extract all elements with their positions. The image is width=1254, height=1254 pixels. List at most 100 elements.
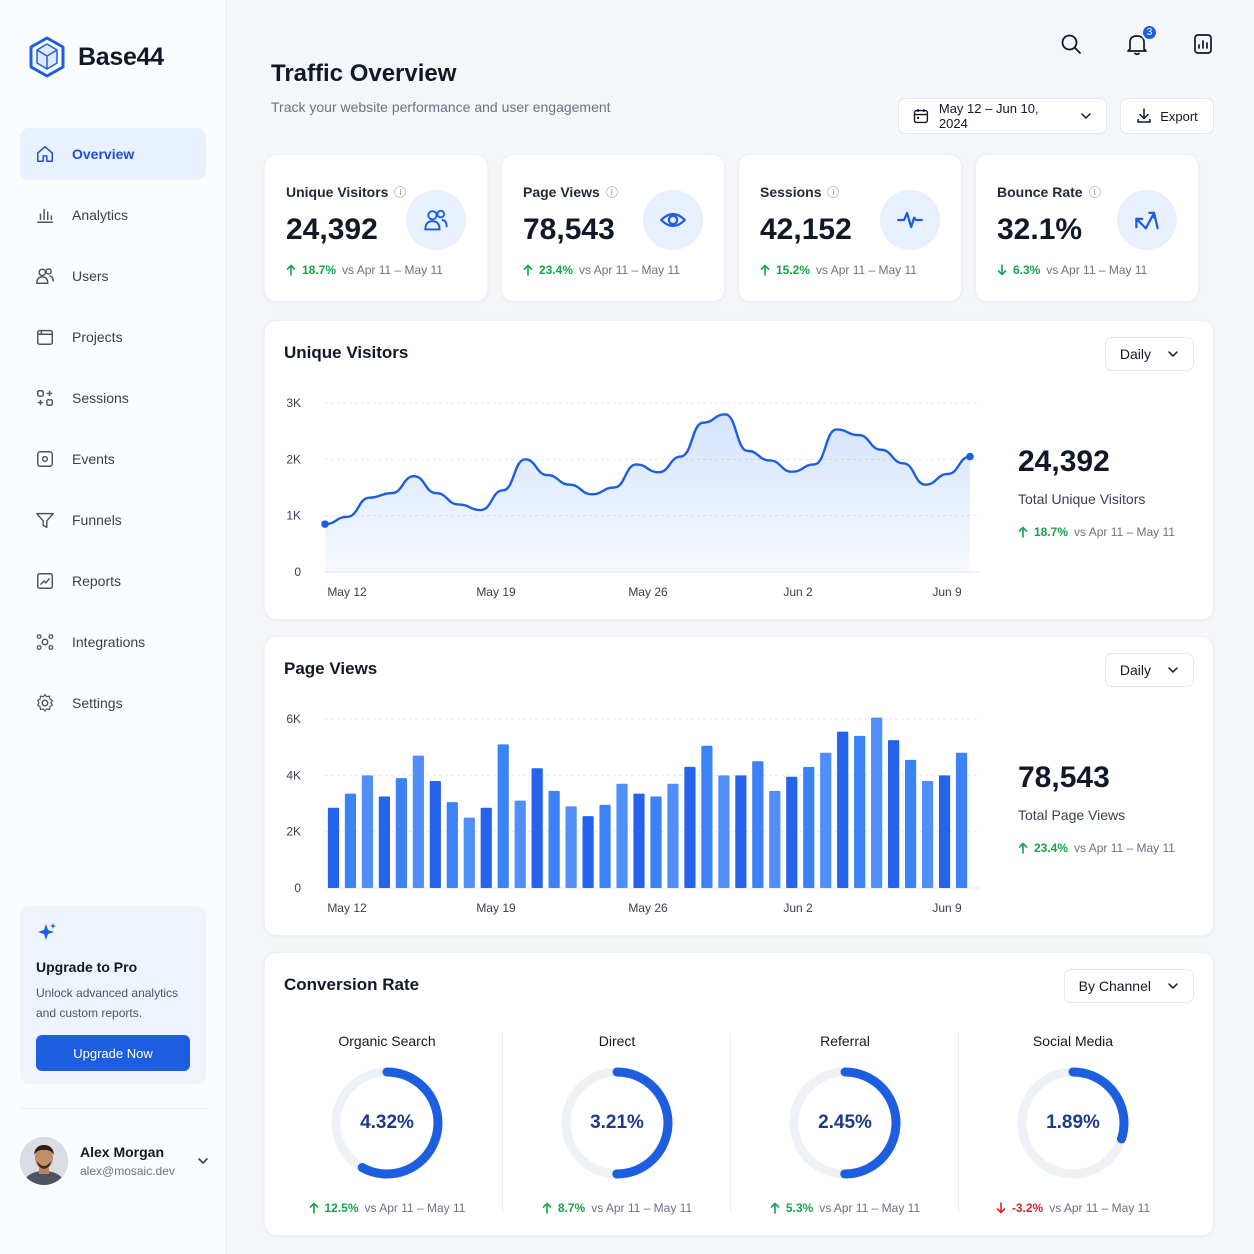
sidebar-item-events[interactable]: Events	[20, 433, 206, 485]
x-tick-label: May 19	[476, 901, 516, 915]
sidebar-item-analytics[interactable]: Analytics	[20, 189, 206, 241]
pageviews-bar[interactable]	[854, 735, 866, 888]
sidebar-item-sessions[interactable]: Sessions	[20, 372, 206, 424]
conversion-channel-organic-search[interactable]: Organic Search 4.32% 12.5% vs Apr 11 – May …	[273, 1033, 501, 1215]
pageviews-bar[interactable]	[633, 793, 645, 888]
chevron-down-icon	[1081, 113, 1091, 120]
donut-arc	[331, 1067, 443, 1179]
conversion-channel-direct[interactable]: Direct 3.21% 8.7% vs Apr 11 – May 11	[503, 1033, 731, 1215]
user-profile[interactable]: Alex Morgan alex@mosaic.dev	[20, 1108, 210, 1185]
notifications-button[interactable]: 3	[1124, 24, 1158, 58]
chevron-down-icon	[1168, 667, 1178, 674]
info-icon[interactable]: i	[827, 186, 840, 198]
sidebar-item-label: Settings	[72, 695, 123, 711]
kpi-card-page-views[interactable]: Page Views i 78,543 23.4% vs Apr 11 – May 11	[501, 154, 725, 302]
donut-arc	[561, 1067, 673, 1179]
sidebar-item-users[interactable]: Users	[20, 250, 206, 302]
pageviews-bar[interactable]	[888, 740, 900, 888]
pageviews-bar[interactable]	[718, 775, 730, 888]
x-tick-label: May 26	[628, 901, 668, 915]
pageviews-bar[interactable]	[955, 752, 968, 888]
pageviews-bar[interactable]	[548, 790, 560, 888]
pageviews-bar[interactable]	[837, 731, 849, 888]
visitors-period-select[interactable]: Daily	[1104, 337, 1194, 371]
arrow-up-icon	[542, 1202, 552, 1214]
visitors-total: 24,392	[1018, 445, 1110, 478]
pageviews-bar[interactable]	[480, 807, 492, 888]
pageviews-bar[interactable]	[514, 800, 526, 888]
pageviews-bar[interactable]	[582, 816, 594, 888]
sidebar-item-reports[interactable]: Reports	[20, 555, 206, 607]
kpi-label-text: Page Views	[523, 184, 600, 200]
conversion-channel-referral[interactable]: Referral 2.45% 5.3% vs Apr 11 – May 11	[731, 1033, 959, 1215]
gear-icon	[34, 692, 56, 714]
reports-shortcut-button[interactable]	[1190, 30, 1216, 58]
pageviews-bar[interactable]	[497, 744, 509, 888]
pageviews-bar[interactable]	[361, 775, 374, 888]
export-button[interactable]: Export	[1120, 98, 1214, 134]
pageviews-bar[interactable]	[616, 783, 628, 888]
pageviews-bar[interactable]	[412, 755, 424, 888]
chevron-down-icon[interactable]	[196, 1154, 210, 1168]
sidebar-item-funnels[interactable]: Funnels	[20, 494, 206, 546]
search-button[interactable]	[1058, 30, 1084, 58]
sessions-icon	[37, 390, 53, 406]
folder-icon	[34, 326, 56, 348]
sidebar-item-overview[interactable]: Overview	[20, 128, 206, 180]
pageviews-bar[interactable]	[463, 817, 475, 888]
kpi-card-sessions[interactable]: Sessions i 42,152 15.2% vs Apr 11 – May 11	[738, 154, 962, 302]
pageviews-bar[interactable]	[701, 745, 713, 888]
pageviews-bar[interactable]	[938, 775, 951, 888]
funnel-icon	[36, 512, 54, 528]
pageviews-bar[interactable]	[327, 807, 340, 888]
visitors-point[interactable]	[321, 520, 329, 528]
sidebar-item-label: Integrations	[72, 634, 146, 650]
upgrade-card: Upgrade to Pro Unlock advanced analytics…	[20, 906, 206, 1084]
x-tick-label: Jun 2	[783, 585, 813, 599]
pageviews-bar[interactable]	[684, 766, 696, 888]
upgrade-now-button[interactable]: Upgrade Now	[36, 1035, 190, 1071]
pageviews-bar[interactable]	[565, 806, 577, 888]
conversion-title: Conversion Rate	[284, 975, 420, 994]
pageviews-bar[interactable]	[820, 752, 832, 888]
sidebar-item-label: Events	[72, 451, 115, 467]
pageviews-bar[interactable]	[599, 804, 611, 888]
x-tick-label: Jun 2	[783, 901, 813, 915]
upgrade-description: Unlock advanced analytics and custom rep…	[36, 983, 190, 1023]
pageviews-bar[interactable]	[650, 796, 662, 888]
channel-compare: vs Apr 11 – May 11	[364, 1201, 466, 1215]
info-icon[interactable]: i	[605, 186, 618, 198]
pageviews-bar[interactable]	[871, 717, 883, 888]
channel-divider	[958, 1033, 959, 1213]
conversion-channel-social-media[interactable]: Social Media 1.89% -3.2% vs Apr 11 – May 11	[959, 1033, 1187, 1215]
pageviews-bar[interactable]	[904, 759, 917, 888]
pageviews-bar[interactable]	[752, 761, 764, 888]
brand-logo[interactable]: Base44	[28, 36, 164, 78]
pageviews-bar[interactable]	[395, 778, 407, 888]
kpi-compare: vs Apr 11 – May 11	[1046, 263, 1148, 277]
sidebar-item-integrations[interactable]: Integrations	[20, 616, 206, 668]
pageviews-bar[interactable]	[531, 768, 543, 888]
date-range-picker[interactable]: May 12 – Jun 10, 2024	[898, 98, 1107, 134]
info-icon[interactable]: i	[1088, 186, 1101, 198]
pageviews-bar[interactable]	[378, 796, 391, 888]
pageviews-period-select[interactable]: Daily	[1104, 653, 1194, 687]
visitors-point[interactable]	[966, 452, 974, 461]
sidebar-item-projects[interactable]: Projects	[20, 311, 206, 363]
pageviews-bar[interactable]	[667, 783, 679, 888]
pageviews-bar[interactable]	[803, 766, 815, 888]
kpi-card-unique-visitors[interactable]: Unique Visitors i 24,392 18.7% vs Apr 11 – M…	[264, 154, 488, 302]
pageviews-bar[interactable]	[921, 780, 934, 888]
sidebar-item-settings[interactable]: Settings	[20, 677, 206, 729]
conversion-groupby-select[interactable]: By Channel	[1063, 969, 1194, 1003]
visitors-delta-value: 18.7%	[1034, 525, 1069, 539]
pageviews-bar[interactable]	[446, 802, 458, 888]
pageviews-bar[interactable]	[769, 790, 781, 888]
arrow-up-icon	[286, 264, 296, 276]
pageviews-bar[interactable]	[735, 775, 747, 888]
info-icon[interactable]: i	[394, 186, 407, 198]
kpi-card-bounce-rate[interactable]: Bounce Rate i 32.1% 6.3% vs Apr 11 – May 11	[975, 154, 1199, 302]
pageviews-bar[interactable]	[344, 793, 357, 888]
pageviews-bar[interactable]	[786, 776, 798, 888]
pageviews-bar[interactable]	[429, 780, 441, 888]
